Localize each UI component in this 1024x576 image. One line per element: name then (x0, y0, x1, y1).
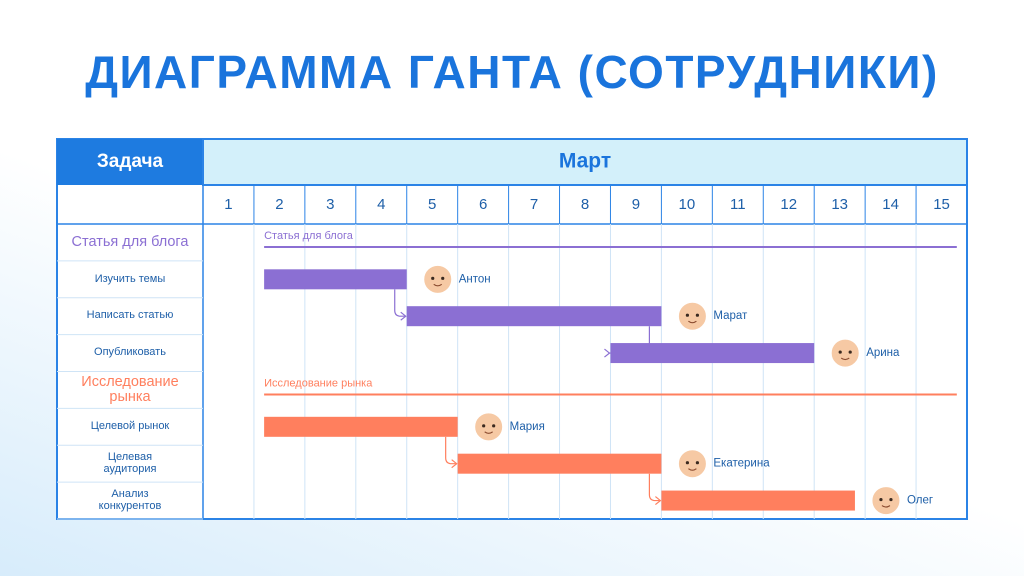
avatar (474, 412, 504, 442)
task-label: Написать статью (86, 309, 174, 322)
assignee-label: Марат (713, 310, 748, 322)
x-tick-label: 5 (428, 196, 436, 213)
task-label: Опубликовать (94, 346, 166, 359)
x-tick-label: 3 (326, 196, 334, 213)
avatar-mouth (484, 431, 494, 434)
x-tick-label: 4 (377, 196, 385, 213)
x-tick-label: 2 (275, 196, 283, 213)
group-label-box: Статья для блога (71, 233, 189, 250)
avatar-eye (685, 313, 690, 317)
period-header: Март (559, 150, 611, 173)
avatar-eye (492, 424, 496, 428)
group-bar-label: Статья для блога (264, 230, 354, 242)
avatar (677, 301, 707, 331)
avatar-mouth (688, 468, 697, 471)
task-bar (264, 269, 407, 290)
avatar-eye (695, 313, 700, 317)
arrow-head (451, 459, 458, 469)
assignee-label: Антон (459, 273, 491, 285)
avatar-eye (482, 424, 486, 428)
task-header: Задача (97, 151, 164, 172)
task-label-box: Опубликовать (94, 346, 166, 359)
avatar-eye (889, 497, 893, 502)
avatar-eye (848, 350, 852, 354)
task-header-cell (57, 139, 203, 185)
dependency-arrow (394, 289, 405, 317)
x-tick-label: 14 (882, 196, 899, 213)
task-label-box: Изучить темы (94, 272, 166, 285)
period-header-cell (202, 138, 968, 186)
task-bar (661, 490, 855, 511)
dependency-arrow (445, 436, 456, 465)
task-label: Целевой рынок (90, 420, 170, 433)
assignee-label: Екатерина (713, 458, 770, 470)
dependency-arrow (648, 473, 660, 502)
avatar (677, 449, 707, 479)
x-tick-label: 8 (581, 196, 589, 213)
arrow-head (655, 496, 662, 506)
group-label: Статья для блога (71, 233, 189, 250)
task-label: Изучить темы (94, 272, 166, 285)
group-label: Исследование рынка (81, 373, 179, 405)
avatar-eye (685, 461, 690, 465)
task-bar (457, 453, 662, 474)
avatar-eye (431, 276, 435, 280)
x-tick-label: 15 (933, 196, 950, 213)
avatar-mouth (433, 283, 443, 287)
x-tick-label: 1 (224, 196, 232, 213)
avatar (871, 486, 901, 516)
x-tick-label: 6 (479, 196, 487, 213)
task-label: Анализ конкурентов (98, 488, 162, 512)
avatar-eye (838, 350, 842, 354)
task-label: Целевая аудитория (103, 451, 157, 475)
assignee-label: Мария (510, 421, 545, 433)
x-tick-label: 7 (530, 196, 538, 213)
avatar-mouth (840, 357, 850, 361)
avatar-mouth (881, 505, 891, 508)
avatar-eye (695, 461, 700, 465)
task-label-box: Анализ конкурентов (98, 488, 162, 512)
x-tick-label: 13 (831, 196, 848, 213)
x-tick-label: 11 (730, 196, 746, 213)
avatar (423, 264, 453, 294)
task-label-box: Написать статью (86, 309, 174, 322)
task-bar (406, 306, 662, 327)
x-tick-label: 10 (679, 196, 696, 213)
x-tick-label: 12 (780, 196, 797, 213)
task-label-box: Целевая аудитория (103, 451, 157, 475)
group-bar-label: Исследование рынка (264, 377, 373, 389)
avatar (830, 338, 860, 368)
chart-title: ДИАГРАММА ГАНТА (СОТРУДНИКИ) (85, 46, 939, 98)
task-bar (610, 343, 815, 364)
group-label-box: Исследование рынка (81, 373, 179, 405)
x-tick-label: 9 (632, 196, 640, 213)
arrow-head (604, 348, 611, 358)
task-label-box: Целевой рынок (90, 420, 170, 433)
assignee-label: Олег (907, 495, 933, 507)
task-bar (264, 416, 458, 437)
avatar-eye (879, 497, 883, 502)
avatar-mouth (688, 320, 697, 324)
avatar-eye (441, 276, 445, 280)
arrow-head (400, 311, 407, 321)
assignee-label: Арина (866, 347, 900, 359)
